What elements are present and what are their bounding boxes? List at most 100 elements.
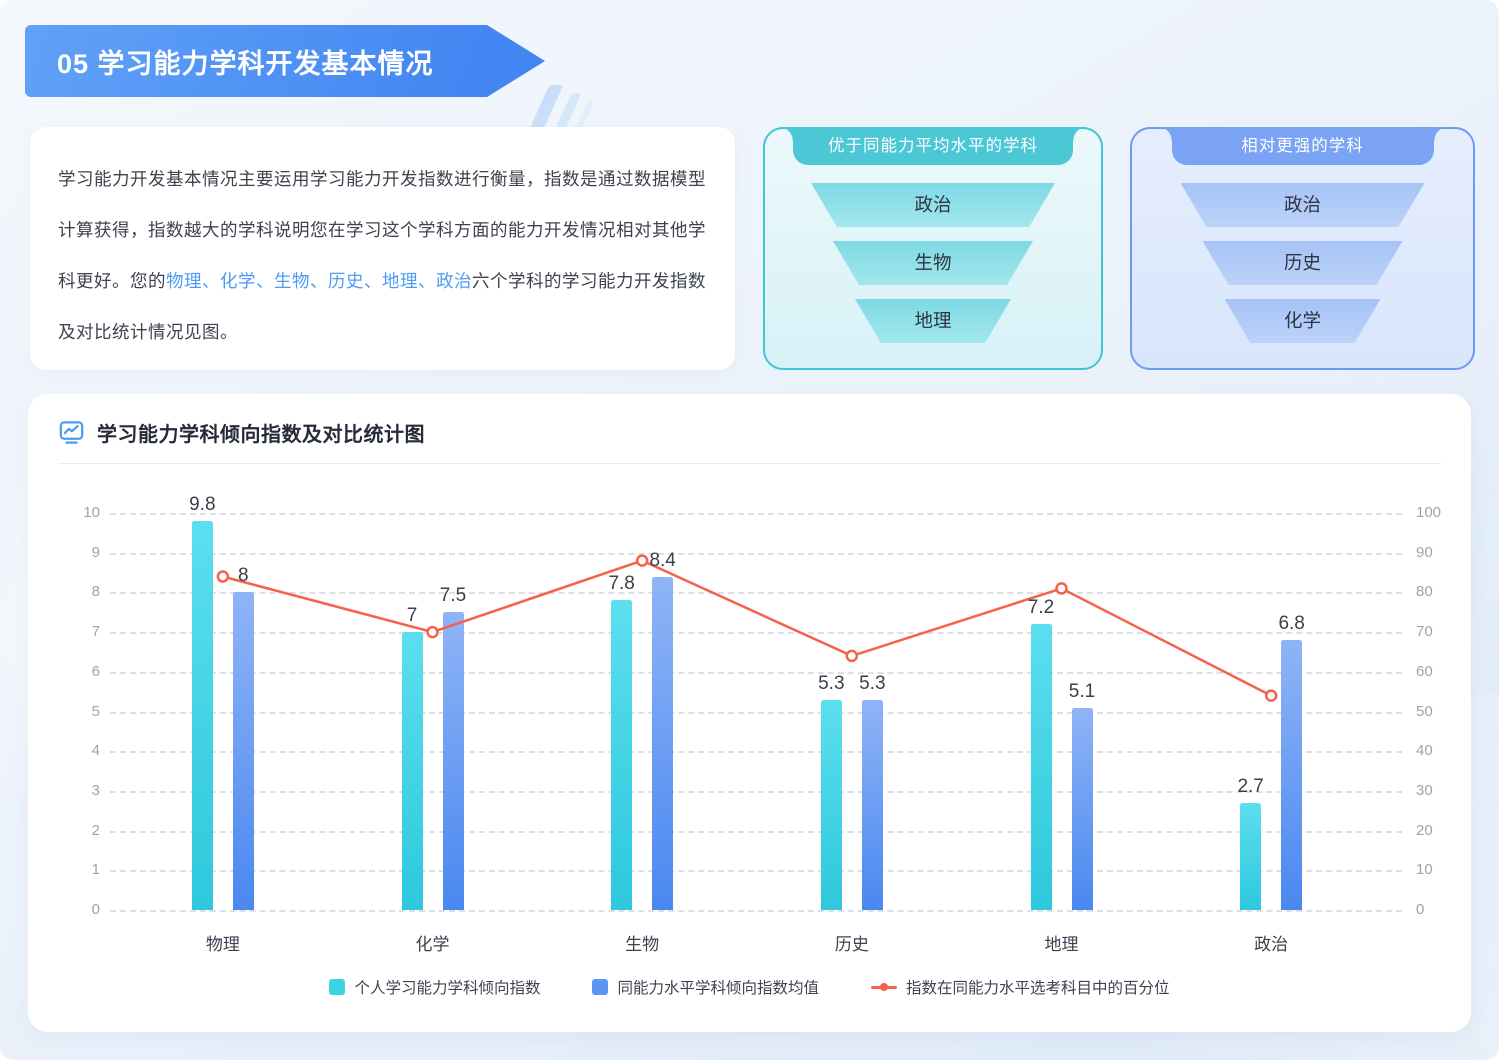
gridline bbox=[110, 751, 1402, 754]
chart-legend: 个人学习能力学科倾向指数 同能力水平学科倾向指数均值 指数在同能力水平选考科目中的百… bbox=[28, 976, 1471, 998]
gridline bbox=[110, 711, 1402, 714]
funnel-item-1: 政治 bbox=[1181, 183, 1425, 227]
category-label-政治: 政治 bbox=[1254, 935, 1289, 954]
gridline bbox=[110, 632, 1402, 635]
legend-item-2[interactable]: 同能力水平学科倾向指数均值 bbox=[592, 976, 819, 998]
intro-text: 六个学科的学习能力开发指数及对比统计情况见图。 bbox=[58, 271, 706, 342]
left-axis-tick: 6 bbox=[91, 662, 100, 680]
gridline bbox=[110, 513, 1402, 515]
right-axis-tick: 10 bbox=[1416, 861, 1433, 879]
bar-value-label: 7.2 bbox=[1027, 597, 1055, 619]
legend-label: 指数在同能力水平选考科目中的百分位 bbox=[906, 980, 1170, 997]
banner-slash-decoration bbox=[574, 101, 595, 130]
gridline bbox=[110, 870, 1402, 873]
right-axis-tick: 60 bbox=[1416, 662, 1433, 680]
right-axis-tick: 90 bbox=[1416, 543, 1433, 561]
left-axis-tick: 0 bbox=[91, 901, 100, 918]
section-banner: 05 学习能力学科开发基本情况 bbox=[25, 25, 595, 131]
right-axis-tick: 50 bbox=[1416, 702, 1433, 720]
bar-物理-series2 bbox=[232, 592, 254, 910]
left-axis-tick: 1 bbox=[91, 861, 100, 879]
legend-line-swatch bbox=[871, 983, 897, 991]
right-axis-tick: 40 bbox=[1416, 742, 1433, 760]
funnel-item-3: 地理 bbox=[855, 299, 1011, 343]
funnel-item-2: 生物 bbox=[833, 241, 1033, 285]
bar-化学-series1 bbox=[401, 632, 423, 910]
bar-value-label: 8 bbox=[238, 565, 249, 587]
gridline bbox=[110, 910, 1402, 912]
bar-value-label: 5.1 bbox=[1068, 680, 1096, 702]
left-axis-tick: 8 bbox=[91, 583, 100, 601]
line-chart-icon bbox=[59, 421, 84, 444]
section-title: 05 学习能力学科开发基本情况 bbox=[57, 48, 434, 79]
legend-label: 个人学习能力学科倾向指数 bbox=[354, 980, 541, 997]
intro-card: 学习能力开发基本情况主要运用学习能力开发指数进行衡量，指数是通过数据模型计算获得… bbox=[30, 127, 735, 370]
funnel-item-2: 历史 bbox=[1203, 241, 1403, 285]
section-banner-shape: 05 学习能力学科开发基本情况 bbox=[25, 25, 545, 97]
legend-square-swatch bbox=[329, 979, 346, 995]
legend-item-1[interactable]: 个人学习能力学科倾向指数 bbox=[329, 976, 540, 998]
legend-item-3[interactable]: 指数在同能力水平选考科目中的百分位 bbox=[871, 976, 1170, 998]
left-axis-tick: 5 bbox=[91, 702, 100, 720]
bar-value-label: 7.5 bbox=[439, 585, 467, 607]
better-than-average-card-title: 优于同能力平均水平的学科 bbox=[780, 127, 1086, 165]
better-than-average-funnel: 政治 生物 地理 bbox=[765, 183, 1101, 343]
bar-历史-series1 bbox=[820, 699, 842, 910]
funnel-item-1: 政治 bbox=[811, 183, 1055, 227]
bar-生物-series1 bbox=[611, 600, 633, 910]
chart-card: 学习能力学科倾向指数及对比统计图 0 0 1 10 2 20 3 30 4 40 5 50 6 60 7 70… bbox=[28, 394, 1471, 1032]
bar-value-label: 9.8 bbox=[189, 493, 216, 515]
left-axis-tick: 10 bbox=[83, 504, 100, 521]
gridline bbox=[110, 592, 1402, 595]
left-axis-tick: 9 bbox=[91, 543, 100, 561]
gridline bbox=[110, 830, 1402, 833]
intro-text: 学习能力开发基本情况主要运用学习能力开发指数进行衡量，指数是通过数据模型计算获得… bbox=[58, 169, 706, 291]
left-axis-tick: 2 bbox=[91, 821, 100, 839]
right-axis-tick: 100 bbox=[1416, 504, 1442, 521]
bar-历史-series2 bbox=[861, 699, 883, 910]
category-label-历史: 历史 bbox=[834, 935, 869, 954]
bar-生物-series2 bbox=[652, 576, 674, 910]
relatively-stronger-card-title: 相对更强的学科 bbox=[1158, 127, 1447, 165]
bar-value-label: 7.8 bbox=[608, 573, 635, 595]
category-label-物理: 物理 bbox=[205, 935, 240, 954]
bar-value-label: 2.7 bbox=[1237, 775, 1264, 797]
subject-list-highlight: 物理、化学、生物、历史、地理、政治 bbox=[166, 271, 472, 291]
legend-line-dot bbox=[880, 983, 888, 991]
relatively-stronger-card: 相对更强的学科 政治 历史 化学 bbox=[1130, 127, 1475, 370]
category-label-生物: 生物 bbox=[625, 935, 660, 954]
relatively-stronger-funnel: 政治 历史 化学 bbox=[1132, 183, 1473, 343]
bar-value-label: 7 bbox=[406, 605, 418, 627]
bar-化学-series2 bbox=[442, 612, 464, 910]
gridline bbox=[110, 790, 1402, 793]
left-axis-tick: 3 bbox=[91, 781, 100, 799]
better-than-average-card: 优于同能力平均水平的学科 政治生物地理 bbox=[763, 127, 1103, 370]
bar-value-label: 8.4 bbox=[649, 549, 676, 571]
gridline bbox=[110, 671, 1402, 674]
left-axis-tick: 7 bbox=[91, 623, 100, 641]
right-axis-tick: 70 bbox=[1416, 623, 1433, 641]
bar-value-label: 6.8 bbox=[1278, 613, 1305, 635]
left-axis-tick: 4 bbox=[91, 742, 100, 760]
chart-header: 学习能力学科倾向指数及对比统计图 bbox=[28, 394, 1471, 463]
bar-value-label: 5.3 bbox=[859, 672, 886, 694]
bar-政治-series2 bbox=[1281, 640, 1303, 910]
bar-地理-series1 bbox=[1030, 624, 1052, 910]
legend-label: 同能力水平学科倾向指数均值 bbox=[617, 980, 819, 997]
right-axis-tick: 20 bbox=[1416, 821, 1433, 839]
legend-square-swatch bbox=[592, 979, 609, 995]
chart-divider bbox=[58, 463, 1441, 464]
gridline bbox=[110, 552, 1402, 555]
bar-政治-series1 bbox=[1240, 802, 1262, 910]
category-label-地理: 地理 bbox=[1044, 935, 1079, 954]
right-axis-tick: 30 bbox=[1416, 781, 1433, 799]
bar-地理-series2 bbox=[1071, 707, 1093, 910]
chart-plot-area: 0 0 1 10 2 20 3 30 4 40 5 50 6 60 7 70 8 80 9 90 10 100 9.8 7 7.… bbox=[83, 494, 1441, 954]
intro-paragraph: 学习能力开发基本情况主要运用学习能力开发指数进行衡量，指数是通过数据模型计算获得… bbox=[58, 154, 707, 358]
chart-title: 学习能力学科倾向指数及对比统计图 bbox=[97, 424, 425, 446]
category-label-化学: 化学 bbox=[415, 935, 450, 954]
right-axis-tick: 0 bbox=[1416, 901, 1425, 918]
bar-物理-series1 bbox=[191, 520, 213, 910]
right-axis-tick: 80 bbox=[1416, 583, 1433, 601]
